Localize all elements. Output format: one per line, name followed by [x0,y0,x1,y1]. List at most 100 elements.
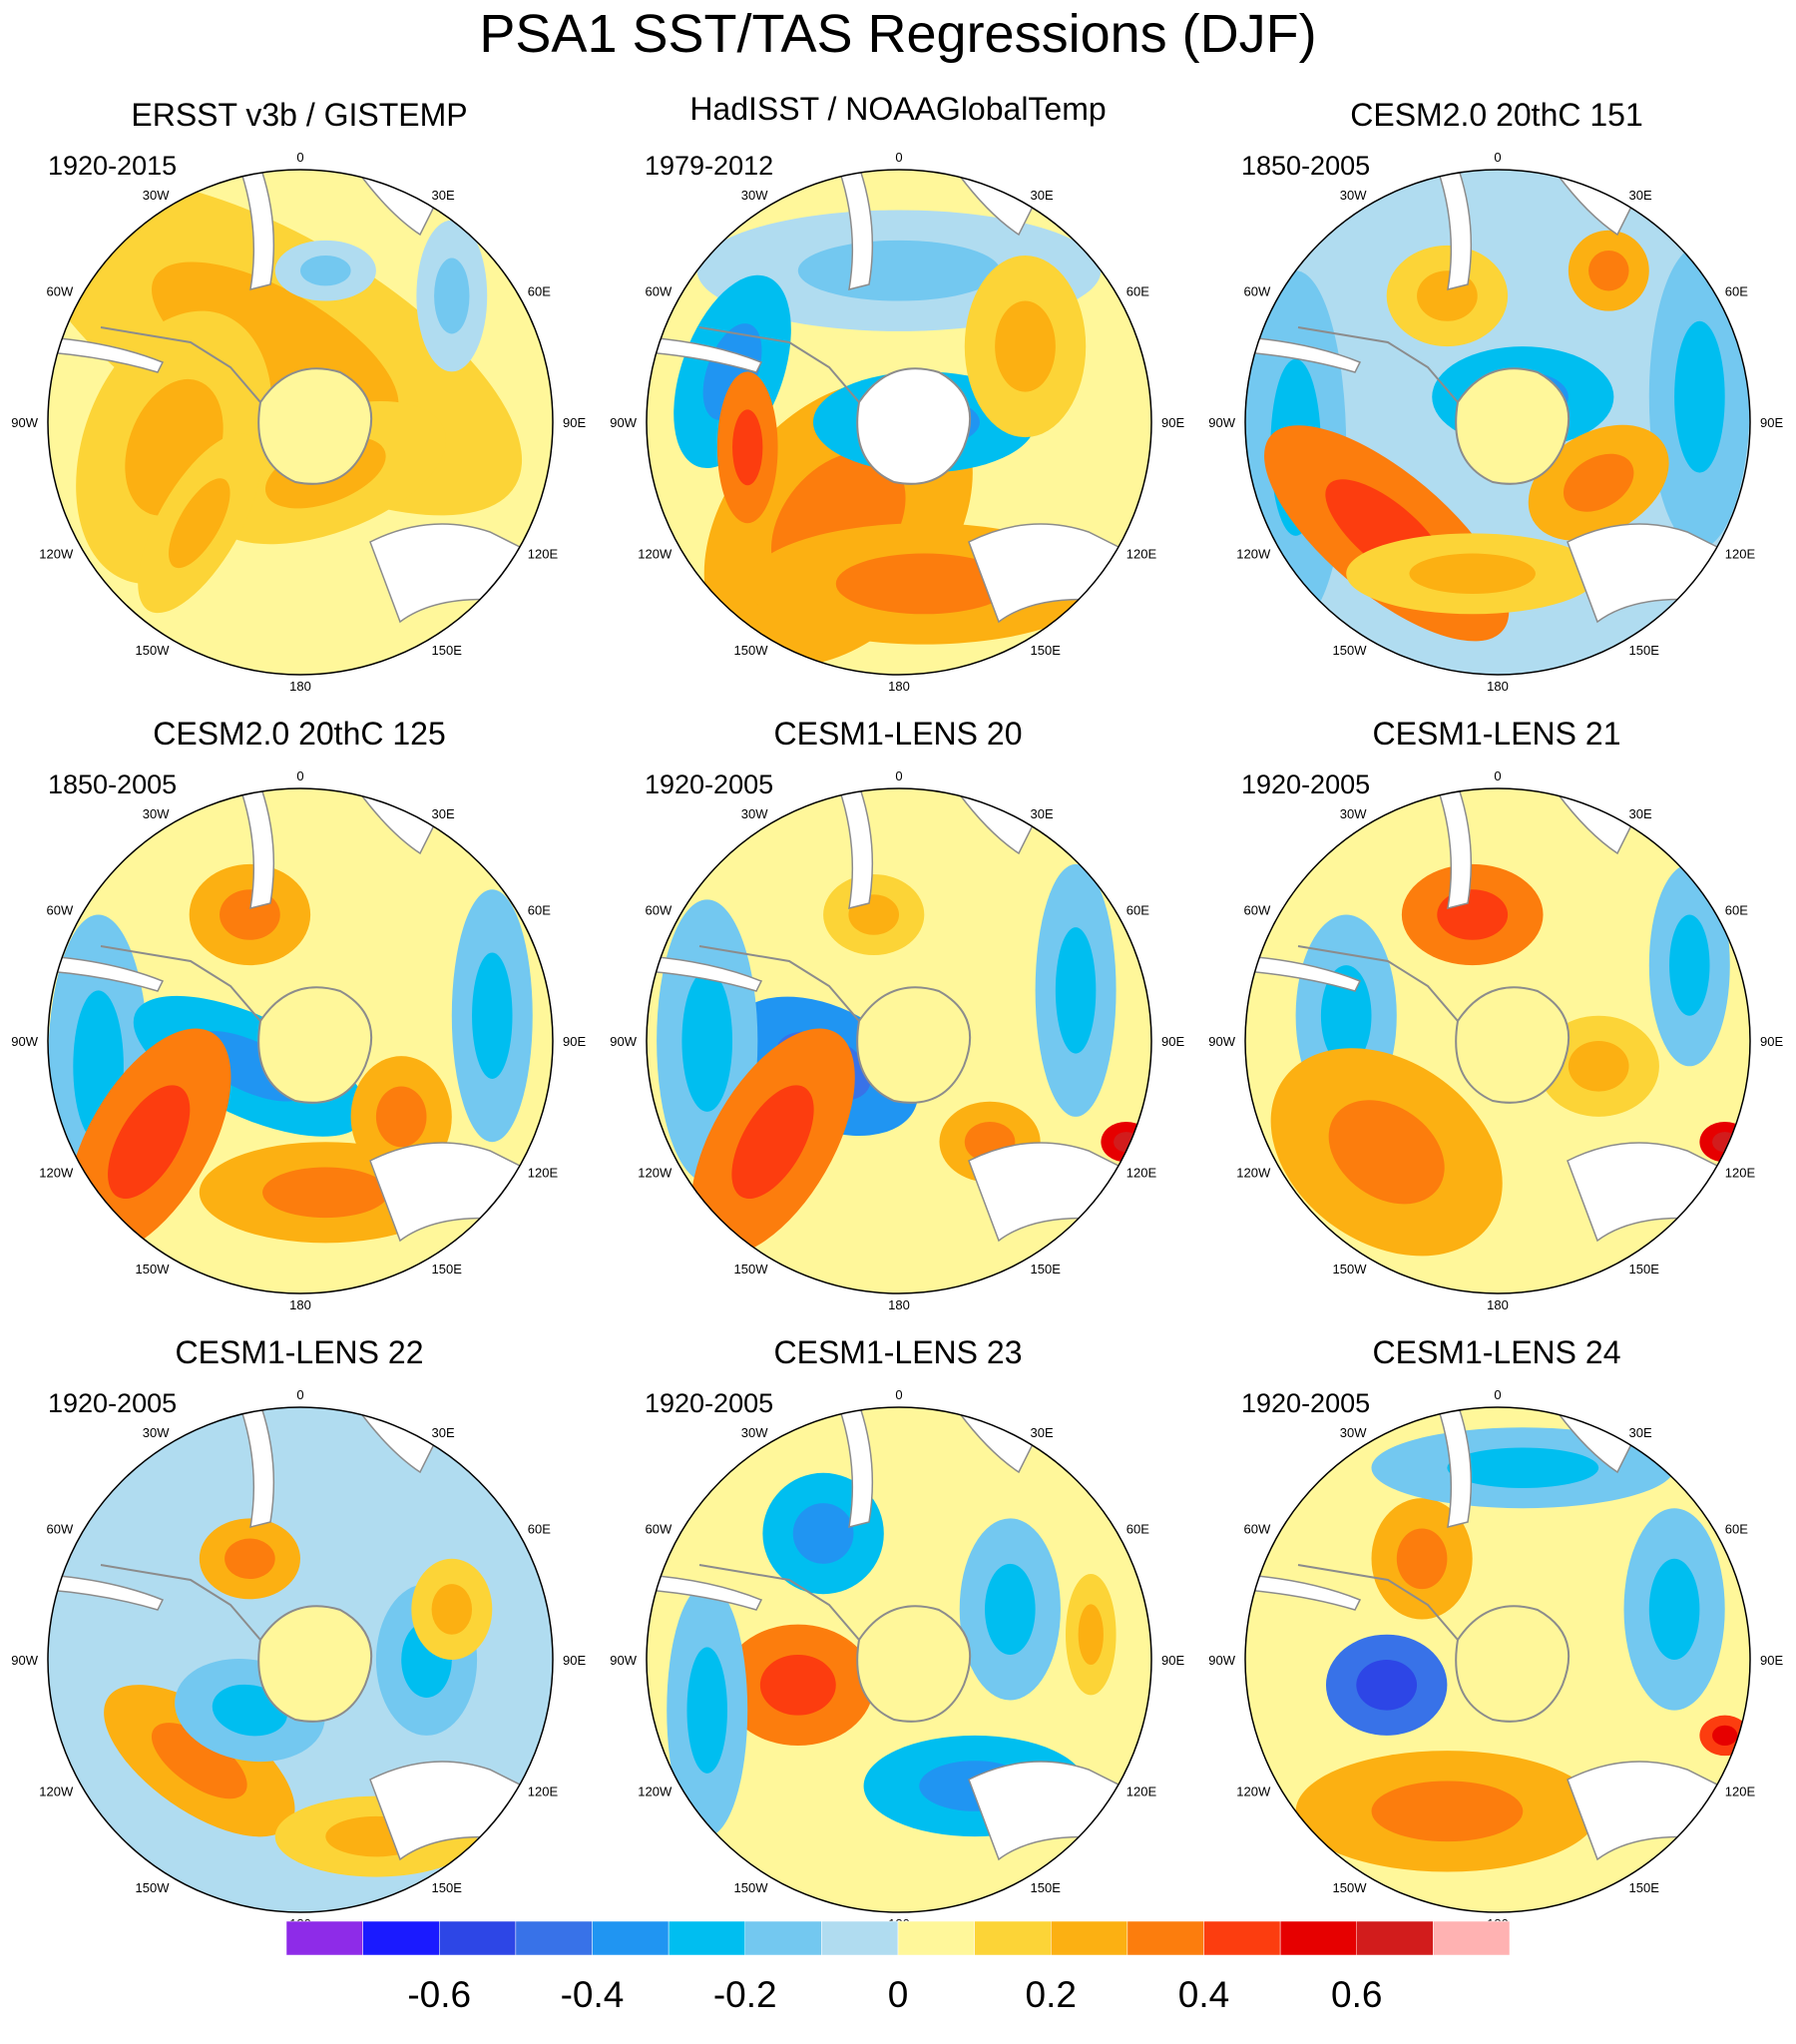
colorbar-swatch [592,1920,670,1956]
antarctica-coast [856,986,972,1104]
longitude-label: 90E [563,1653,586,1668]
longitude-label: 60E [1126,903,1149,918]
panel-period: 1920-2005 [1241,769,1371,799]
longitude-label: 150E [432,1262,463,1277]
longitude-label: 150W [734,1880,769,1895]
longitude-label: 150W [136,1880,171,1895]
longitude-label: 120E [1725,1785,1756,1799]
longitude-label: 180 [289,1297,311,1312]
longitude-label: 90E [1760,1034,1783,1049]
panel-period: 1920-2015 [48,151,178,181]
panel-period: 1920-2005 [645,769,774,799]
map-panel-4: 0 30E 60E 90E 120E 150E 180 150W 120W 90W 60W 30W C… [0,715,599,1333]
longitude-label: 90W [1208,1653,1235,1668]
antarctica-coast [856,1605,972,1723]
antarctica-coast [856,367,972,485]
longitude-label: 90W [11,415,38,430]
longitude-label: 120W [638,547,673,562]
longitude-label: 180 [1487,679,1509,694]
panel-period: 1920-2005 [1241,1388,1371,1418]
longitude-label: 30E [432,1425,455,1440]
longitude-label: 90W [610,1034,637,1049]
colorbar-swatch [1433,1920,1511,1956]
figure-title: PSA1 SST/TAS Regressions (DJF) [479,4,1317,64]
colorbar-label: -0.2 [713,1974,777,2015]
longitude-label: 0 [1494,150,1501,165]
colorbar-swatch [897,1920,975,1956]
longitude-label: 150E [432,1880,463,1895]
longitude-label: 120W [1236,547,1271,562]
longitude-label: 0 [895,768,902,783]
longitude-label: 30W [1340,188,1367,203]
longitude-label: 150E [1031,1262,1062,1277]
map-panel-3: 0 30E 60E 90E 120E 150E 180 150W 120W 90W 60W 30W C… [1197,96,1796,715]
longitude-label: 30W [143,806,170,821]
colorbar-label: -0.6 [407,1974,471,2015]
longitude-label: 30W [741,806,768,821]
longitude-label: 30W [143,188,170,203]
longitude-label: 150W [1333,1262,1368,1277]
panel-title: CESM1-LENS 20 [773,716,1023,752]
longitude-label: 0 [296,768,303,783]
longitude-label: 60E [528,284,551,299]
longitude-label: 150W [734,1262,769,1277]
longitude-label: 30E [1629,1425,1652,1440]
longitude-label: 90W [1208,415,1235,430]
longitude-label: 30W [1340,1425,1367,1440]
colorbar-swatch [1051,1920,1128,1956]
antarctica-coast [257,986,373,1104]
longitude-label: 60E [1725,284,1748,299]
antarctica-coast [1455,367,1571,485]
longitude-label: 120E [528,1785,559,1799]
map-panel-2: 0 30E 60E 90E 120E 150E 180 150W 120W 90W 60W 30W H… [599,91,1197,715]
colorbar-label: 0.4 [1178,1974,1229,2015]
longitude-label: 150E [1629,1880,1660,1895]
longitude-label: 60E [1725,1522,1748,1537]
colorbar-swatch [1279,1920,1357,1956]
longitude-label: 90W [11,1034,38,1049]
longitude-label: 180 [888,1297,910,1312]
longitude-label: 60W [47,1522,74,1537]
colorbar-swatch [285,1920,363,1956]
panel-title: CESM1-LENS 22 [175,1334,424,1370]
antarctica-coast [257,367,373,485]
longitude-label: 30E [432,188,455,203]
longitude-label: 90E [1760,415,1783,430]
longitude-label: 30E [1031,806,1054,821]
longitude-label: 60E [1725,903,1748,918]
longitude-label: 120E [1126,1166,1157,1181]
longitude-label: 180 [289,679,311,694]
longitude-label: 120W [638,1785,673,1799]
map-boundary [1244,787,1751,1294]
longitude-label: 120E [1126,1785,1157,1799]
longitude-label: 30E [1031,1425,1054,1440]
antarctica-coast [257,1605,373,1723]
colorbar-swatch [362,1920,440,1956]
longitude-label: 150E [1629,1262,1660,1277]
longitude-label: 60W [47,284,74,299]
map-panel-6: 0 30E 60E 90E 120E 150E 180 150W 120W 90W 60W 30W C… [1197,715,1796,1333]
longitude-label: 150E [1031,1880,1062,1895]
colorbar-swatch [1356,1920,1434,1956]
longitude-label: 60W [47,903,74,918]
map-boundary [646,169,1152,676]
longitude-label: 30E [1031,188,1054,203]
longitude-label: 90E [1161,1653,1184,1668]
longitude-label: 90W [610,1653,637,1668]
colorbar-label: -0.4 [561,1974,625,2015]
longitude-label: 120W [39,1785,74,1799]
panel-period: 1979-2012 [645,151,774,181]
colorbar-label: 0 [888,1974,909,2015]
longitude-label: 120E [1725,547,1756,562]
longitude-label: 60E [1126,284,1149,299]
longitude-label: 180 [888,679,910,694]
longitude-label: 120W [39,547,74,562]
